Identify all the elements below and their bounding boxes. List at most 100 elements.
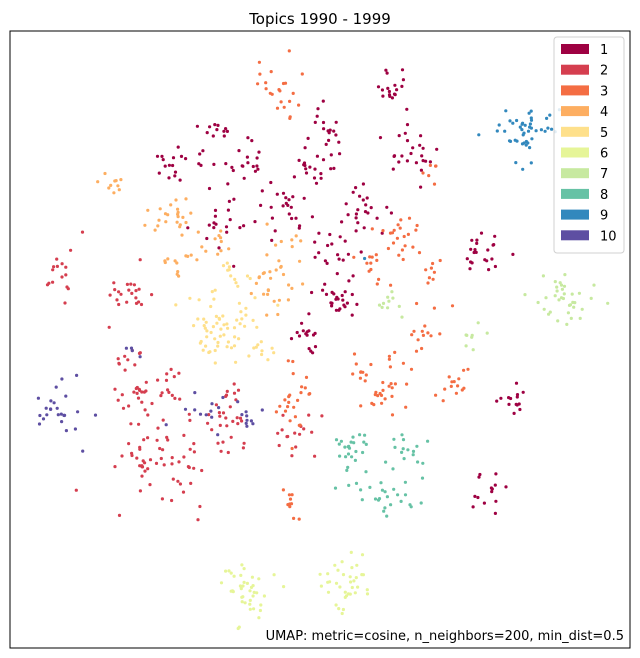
series-topic-8 [333, 433, 430, 518]
point-topic-2 [310, 430, 314, 434]
point-topic-1 [343, 239, 347, 243]
point-topic-7 [571, 300, 575, 304]
point-topic-3 [386, 246, 390, 251]
point-topic-6 [365, 592, 370, 596]
point-topic-1 [226, 208, 230, 212]
point-topic-6 [252, 590, 256, 595]
point-topic-1 [418, 143, 422, 147]
point-topic-3 [287, 493, 291, 497]
point-topic-7 [555, 289, 559, 293]
point-topic-1 [361, 198, 365, 202]
point-topic-3 [424, 268, 428, 272]
point-topic-6 [334, 603, 338, 607]
point-topic-2 [113, 288, 117, 292]
point-topic-9 [529, 161, 533, 165]
point-topic-1 [308, 165, 312, 169]
point-topic-2 [148, 458, 153, 462]
point-topic-2 [216, 441, 220, 445]
point-topic-2 [142, 390, 146, 394]
point-topic-3 [279, 100, 283, 104]
point-topic-4 [163, 260, 167, 265]
point-topic-4 [117, 188, 121, 192]
point-topic-6 [318, 572, 322, 576]
point-topic-10 [198, 412, 203, 416]
point-topic-4 [184, 254, 188, 258]
point-topic-1 [435, 147, 439, 151]
point-topic-1 [313, 240, 317, 244]
point-topic-1 [336, 253, 340, 257]
point-topic-3 [432, 306, 436, 310]
point-topic-2 [198, 504, 202, 509]
point-topic-2 [281, 413, 285, 417]
point-topic-6 [248, 598, 252, 603]
point-topic-2 [206, 421, 210, 425]
point-topic-4 [184, 197, 188, 201]
point-topic-3 [297, 103, 301, 107]
point-topic-1 [327, 138, 331, 142]
point-topic-4 [262, 292, 266, 296]
point-topic-2 [170, 393, 174, 397]
point-topic-1 [378, 136, 383, 140]
point-topic-6 [238, 584, 242, 588]
point-topic-1 [397, 160, 401, 164]
point-topic-1 [411, 146, 415, 150]
point-topic-2 [219, 449, 223, 453]
point-topic-8 [400, 450, 404, 454]
point-topic-1 [167, 176, 171, 180]
point-topic-9 [497, 123, 501, 127]
point-topic-2 [65, 285, 69, 289]
point-topic-1 [225, 129, 229, 133]
point-topic-10 [183, 407, 188, 411]
point-topic-2 [130, 291, 134, 295]
point-topic-4 [277, 298, 281, 302]
point-topic-1 [173, 174, 177, 178]
point-topic-10 [210, 402, 214, 406]
point-topic-8 [426, 439, 430, 443]
point-topic-2 [218, 423, 222, 427]
legend-label-7: 7 [600, 167, 608, 182]
point-topic-1 [351, 190, 355, 194]
point-topic-3 [421, 171, 425, 175]
point-topic-1 [167, 163, 171, 167]
point-topic-9 [546, 126, 550, 130]
point-topic-2 [80, 230, 85, 234]
point-topic-2 [156, 378, 160, 382]
series-topic-6 [219, 550, 370, 631]
point-topic-3 [416, 338, 420, 342]
point-topic-3 [303, 386, 307, 390]
point-topic-1 [157, 171, 161, 175]
point-topic-1 [468, 267, 472, 271]
umap-caption: UMAP: metric=cosine, n_neighbors=200, mi… [266, 629, 624, 644]
point-topic-1 [332, 166, 336, 170]
point-topic-1 [428, 160, 432, 164]
point-topic-3 [429, 334, 433, 338]
point-topic-7 [391, 296, 395, 300]
point-topic-1 [507, 402, 511, 406]
point-topic-6 [340, 560, 344, 564]
point-topic-8 [403, 493, 408, 497]
legend-label-6: 6 [600, 147, 608, 162]
point-topic-3 [409, 367, 414, 371]
point-topic-3 [460, 388, 464, 392]
point-topic-1 [338, 152, 342, 156]
point-topic-4 [216, 252, 220, 256]
point-topic-5 [215, 321, 219, 325]
point-topic-8 [411, 453, 415, 457]
point-topic-10 [249, 419, 253, 423]
point-topic-3 [387, 354, 391, 358]
point-topic-1 [317, 251, 321, 255]
point-topic-8 [385, 495, 389, 499]
point-topic-9 [520, 128, 524, 132]
point-topic-8 [363, 433, 367, 437]
point-topic-1 [390, 96, 394, 100]
point-topic-6 [348, 592, 352, 596]
point-topic-2 [133, 363, 137, 367]
point-topic-5 [203, 326, 207, 330]
point-topic-1 [155, 154, 160, 158]
point-topic-5 [209, 330, 213, 335]
point-topic-2 [171, 477, 175, 481]
point-topic-2 [150, 293, 154, 297]
point-topic-10 [240, 413, 244, 417]
point-topic-1 [246, 161, 250, 165]
